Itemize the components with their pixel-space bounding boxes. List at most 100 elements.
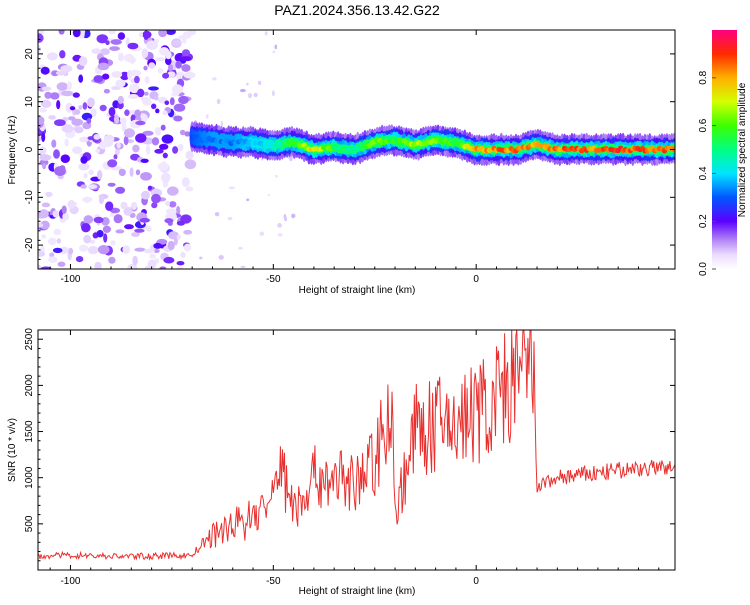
noise-cell (176, 205, 181, 216)
noise-cell (88, 169, 94, 176)
noise-cell (120, 117, 127, 125)
noise-cell (98, 195, 104, 205)
noise-cell (60, 154, 70, 163)
noise-cell (272, 50, 276, 54)
noise-cell (272, 90, 275, 97)
noise-cell (82, 102, 88, 110)
noise-cell (107, 182, 116, 187)
noise-cell (160, 124, 166, 131)
noise-cell (78, 244, 89, 252)
noise-cell (103, 88, 110, 94)
colorbar-tick-label: 0.0 (698, 262, 709, 276)
noise-cell (132, 144, 140, 153)
noise-cell (183, 71, 196, 79)
noise-cell (87, 246, 99, 255)
noise-cell (134, 75, 140, 84)
noise-cell (135, 169, 141, 176)
noise-cell (240, 88, 246, 93)
noise-cell (120, 71, 130, 81)
noise-cell (40, 266, 52, 269)
noise-cell (50, 92, 60, 100)
noise-cell (55, 70, 67, 76)
noise-cell (40, 99, 52, 108)
noise-cell (199, 256, 203, 260)
noise-cell (61, 205, 67, 214)
noise-cell (143, 248, 155, 254)
noise-cell (130, 55, 135, 65)
noise-cell (212, 77, 217, 81)
noise-cell (81, 223, 91, 233)
noise-cell (74, 126, 84, 134)
noise-cell (177, 143, 184, 152)
noise-cell (95, 148, 100, 153)
noise-cell (159, 266, 167, 269)
noise-cell (90, 108, 97, 117)
noise-cell (168, 231, 179, 240)
noise-cell (124, 128, 135, 138)
noise-cell (176, 234, 181, 240)
colorbar-ticks: 0.0 0.2 0.4 0.6 0.8 (698, 70, 716, 276)
noise-cell (176, 266, 184, 269)
noise-cell (267, 193, 270, 197)
noise-cell (154, 148, 164, 154)
noise-cell (69, 106, 76, 111)
noise-cell (123, 135, 129, 146)
noise-cell (214, 212, 220, 217)
figure-title: PAZ1.2024.356.13.42.G22 (274, 2, 440, 18)
noise-cell (39, 107, 48, 113)
snr-y-ticks: 500 1000 1500 2000 2500 (24, 328, 675, 562)
noise-cell (83, 173, 88, 179)
noise-cell (67, 116, 76, 121)
noise-cell (121, 122, 127, 132)
noise-cell (157, 68, 164, 74)
noise-cell (83, 215, 94, 224)
noise-cell (134, 228, 145, 233)
noise-cell (277, 223, 282, 228)
noise-cell (109, 46, 120, 51)
noise-cell (107, 159, 118, 168)
noise-cell (127, 94, 139, 99)
noise-cell (140, 96, 151, 103)
noise-cell (180, 56, 192, 61)
x-tick-label: 0 (473, 274, 479, 285)
noise-cell (143, 65, 148, 71)
noise-cell (38, 251, 46, 257)
noise-cell (67, 81, 72, 91)
colorbar-tick-label: 0.2 (698, 214, 709, 228)
noise-cell (274, 44, 278, 50)
noise-cell (72, 92, 80, 98)
noise-cell (169, 201, 177, 208)
noise-cell (59, 50, 66, 59)
noise-cell (253, 92, 258, 98)
noise-cell (240, 265, 246, 269)
noise-cell (259, 231, 264, 237)
noise-cell (165, 200, 171, 207)
noise-cell (159, 143, 169, 150)
noise-cell (169, 97, 175, 106)
noise-cell (149, 253, 157, 259)
noise-cell (102, 73, 110, 80)
snr-line (38, 330, 675, 561)
noise-cell (57, 261, 66, 267)
noise-cell (164, 218, 174, 224)
colorbar-label: Normalized spectral amplitude (737, 82, 748, 217)
noise-cell (103, 233, 108, 243)
noise-cell (93, 75, 104, 83)
noise-cell (93, 216, 104, 224)
noise-cell (165, 208, 177, 214)
noise-cell (154, 126, 162, 136)
noise-cell (111, 71, 123, 78)
noise-cell (220, 120, 224, 126)
noise-cell (48, 237, 57, 246)
noise-cell (246, 82, 249, 86)
noise-cell (246, 198, 250, 202)
noise-cell (289, 155, 293, 162)
noise-cell (227, 217, 233, 221)
noise-cell (184, 131, 191, 137)
noise-cell (165, 51, 172, 60)
noise-cell (151, 193, 161, 204)
noise-cell (172, 84, 183, 95)
noise-cell (116, 142, 121, 149)
noise-cell (115, 79, 126, 88)
noise-cell (78, 56, 88, 67)
